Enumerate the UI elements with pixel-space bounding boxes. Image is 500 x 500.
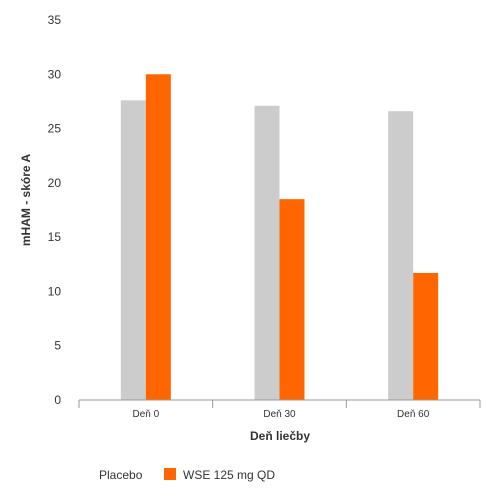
- legend-swatch-wse: [164, 468, 176, 480]
- y-tick-label: 5: [54, 339, 61, 353]
- x-tick-label: Deň 0: [132, 409, 159, 420]
- legend-label-placebo: Placebo: [99, 468, 143, 482]
- y-tick-label: 0: [54, 393, 61, 407]
- y-tick-label: 30: [48, 67, 62, 81]
- y-tick-label: 35: [48, 13, 62, 27]
- x-tick-label: Deň 60: [397, 409, 430, 420]
- bar-placebo-2: [388, 111, 414, 400]
- bar-wse-1: [279, 199, 305, 400]
- y-tick-label: 25: [48, 122, 62, 136]
- y-axis-title: mHAM - skóre A: [19, 154, 33, 247]
- x-axis-ticks: Deň 0 Deň 30 Deň 60: [78, 400, 481, 420]
- y-axis-ticks: 0 5 10 15 20 25 30 35: [48, 13, 62, 407]
- legend: Placebo WSE 125 mg QD: [99, 468, 275, 482]
- bar-placebo-1: [254, 105, 280, 401]
- legend-label-wse: WSE 125 mg QD: [183, 468, 275, 482]
- bar-placebo-0: [120, 100, 146, 400]
- x-tick-label: Deň 30: [263, 409, 296, 420]
- y-tick-label: 10: [48, 284, 62, 298]
- y-tick-label: 15: [48, 230, 62, 244]
- bars: [120, 74, 439, 401]
- bar-wse-0: [145, 74, 171, 401]
- y-tick-label: 20: [48, 176, 62, 190]
- x-axis-title: Deň liečby: [250, 429, 310, 443]
- bar-wse-2: [413, 272, 439, 400]
